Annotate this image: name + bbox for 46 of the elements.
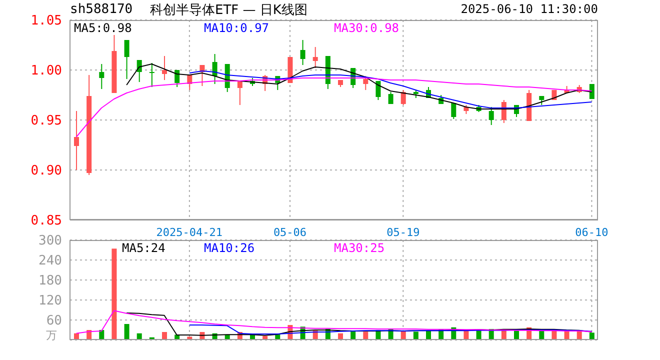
x-tick-label: 2025-04-21 <box>156 226 223 239</box>
candlestick <box>124 40 130 80</box>
text: MA10:0.97 <box>204 21 270 35</box>
candlestick <box>488 106 494 126</box>
candlestick <box>451 102 456 120</box>
candlestick <box>300 40 306 66</box>
y-tick-label: 300 <box>38 234 62 249</box>
candlestick <box>363 76 368 90</box>
bar <box>124 324 130 340</box>
text: MA5:0.98 <box>74 21 132 35</box>
y-tick-label: 0.90 <box>30 164 62 179</box>
chart-title: 科创半导体ETF — 日K线图 <box>150 2 308 19</box>
bar <box>112 248 117 340</box>
x-tick-label: 06-10 <box>575 226 608 239</box>
y-tick-label: 240 <box>38 254 62 269</box>
y-tick-label: 120 <box>38 294 62 309</box>
bar <box>363 332 368 340</box>
candlestick <box>376 80 381 100</box>
candlestick <box>99 64 104 90</box>
y-axis-title: 万 <box>46 328 57 343</box>
candlestick <box>174 70 180 88</box>
y-tick-label: 0.85 <box>30 214 62 229</box>
line-series <box>76 310 592 334</box>
y-tick-label: 0.95 <box>30 114 62 129</box>
x-tick-label: 05-19 <box>386 226 420 239</box>
text: MA5:24 <box>122 241 166 255</box>
y-tick-label: 180 <box>38 274 62 289</box>
text: MA30:0.98 <box>334 21 400 35</box>
y-tick-label: 1.05 <box>30 14 62 29</box>
candlestick <box>162 56 167 80</box>
candlestick <box>589 84 594 99</box>
text: MA30:25 <box>334 241 385 255</box>
x-tick-label: 05-06 <box>273 226 307 239</box>
y-tick-label: 60 <box>46 314 62 329</box>
chart-subtitle: 2025-06-10 11:30:00 <box>460 2 598 16</box>
candlestick <box>212 54 218 84</box>
y-tick-label: 1.00 <box>30 64 62 79</box>
candlestick <box>74 110 79 170</box>
candlestick <box>149 62 154 88</box>
text: MA10:26 <box>204 241 255 255</box>
candlestick <box>400 90 406 106</box>
line-series <box>188 324 592 334</box>
text: sh588170 <box>70 2 133 17</box>
bar <box>413 332 418 340</box>
candlestick <box>237 80 242 106</box>
candlestick <box>312 46 318 68</box>
